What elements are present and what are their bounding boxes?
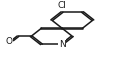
Text: Cl: Cl: [58, 1, 66, 10]
Text: N: N: [59, 40, 65, 49]
Text: O: O: [6, 37, 13, 46]
